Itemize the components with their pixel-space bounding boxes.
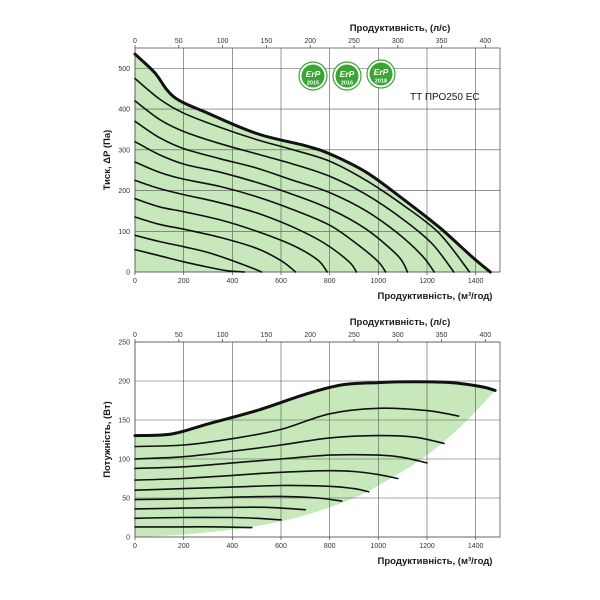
x-tick-label-bottom: 400 bbox=[226, 278, 238, 285]
series-line bbox=[134, 161, 387, 273]
series-line bbox=[134, 453, 428, 470]
model-label: TT ПРО250 EC bbox=[410, 92, 480, 103]
erp-badge-year: 2016 bbox=[341, 81, 353, 87]
x-axis-title-top: Продуктивність, (л/с) bbox=[350, 23, 451, 34]
series-line bbox=[134, 248, 246, 273]
x-tick-label-top: 0 bbox=[133, 332, 137, 339]
erp-badge-label: ErP bbox=[374, 67, 389, 77]
plot-frame bbox=[134, 47, 501, 273]
x-tick-label-bottom: 1000 bbox=[371, 543, 387, 550]
x-tick-label-top: 100 bbox=[217, 332, 229, 339]
x-tick-label-top: 200 bbox=[304, 332, 316, 339]
x-tick-label-bottom: 800 bbox=[324, 543, 336, 550]
y-axis-title: Потужність, (Вт) bbox=[102, 401, 113, 478]
x-tick-label-top: 350 bbox=[436, 38, 448, 45]
y-tick-label: 100 bbox=[118, 229, 130, 236]
y-tick-label: 150 bbox=[118, 418, 130, 425]
x-tick-label-bottom: 800 bbox=[324, 278, 336, 285]
x-tick-label-top: 0 bbox=[133, 38, 137, 45]
erp-badge-disc bbox=[369, 62, 393, 86]
y-tick-label: 200 bbox=[118, 379, 130, 386]
x-axis-title-bottom: Продуктивність, (м³/год) bbox=[378, 291, 493, 302]
y-tick-label: 100 bbox=[118, 457, 130, 464]
y-tick-label: 0 bbox=[126, 270, 130, 277]
x-tick-label-bottom: 600 bbox=[275, 278, 287, 285]
series-line bbox=[134, 484, 370, 493]
series-line bbox=[134, 495, 343, 502]
series-line bbox=[134, 407, 460, 448]
erp-badge: ErP 2018 bbox=[366, 59, 396, 89]
series-line bbox=[134, 77, 471, 273]
erp-badge: ErP 2015 bbox=[298, 61, 328, 91]
erp-badge-label: ErP bbox=[306, 69, 321, 79]
series-line bbox=[134, 100, 455, 273]
series-line bbox=[134, 179, 358, 273]
y-tick-label: 0 bbox=[126, 535, 130, 542]
erp-badge-year: 2015 bbox=[307, 81, 319, 87]
x-tick-label-top: 400 bbox=[480, 38, 492, 45]
x-tick-label-bottom: 1400 bbox=[468, 278, 484, 285]
x-tick-label-top: 250 bbox=[348, 38, 360, 45]
x-tick-label-bottom: 600 bbox=[275, 543, 287, 550]
x-tick-label-bottom: 1200 bbox=[419, 543, 435, 550]
x-tick-label-bottom: 1400 bbox=[468, 543, 484, 550]
x-axis-title-bottom: Продуктивність, (м³/год) bbox=[378, 556, 493, 567]
x-tick-label-top: 300 bbox=[392, 38, 404, 45]
y-tick-label: 50 bbox=[122, 496, 130, 503]
x-tick-label-top: 50 bbox=[175, 38, 183, 45]
y-tick-label: 250 bbox=[118, 340, 130, 347]
x-tick-label-top: 350 bbox=[436, 332, 448, 339]
x-tick-label-bottom: 200 bbox=[178, 278, 190, 285]
series-line bbox=[134, 469, 399, 481]
series-line bbox=[134, 526, 253, 529]
series-line bbox=[134, 234, 263, 273]
series-line bbox=[134, 506, 307, 511]
y-tick-label: 300 bbox=[118, 147, 130, 154]
series-line bbox=[134, 516, 282, 521]
x-tick-label-top: 50 bbox=[175, 332, 183, 339]
x-tick-label-top: 250 bbox=[348, 332, 360, 339]
y-tick-label: 500 bbox=[118, 66, 130, 73]
max-curve bbox=[133, 380, 497, 438]
x-axis-title-top: Продуктивність, (л/с) bbox=[350, 317, 451, 328]
x-tick-label-bottom: 200 bbox=[178, 543, 190, 550]
erp-badge-label: ErP bbox=[340, 69, 355, 79]
operating-area bbox=[135, 381, 496, 537]
curve-series bbox=[134, 407, 460, 529]
series-line bbox=[134, 434, 445, 460]
erp-badge-disc bbox=[335, 64, 359, 88]
plot-frame bbox=[134, 341, 501, 538]
x-tick-label-bottom: 1200 bbox=[419, 278, 435, 285]
x-tick-label-top: 150 bbox=[261, 332, 273, 339]
erp-badge-year: 2018 bbox=[375, 79, 387, 85]
series-line bbox=[134, 216, 297, 273]
series-line bbox=[134, 197, 328, 273]
y-tick-label: 400 bbox=[118, 107, 130, 114]
series-line bbox=[134, 120, 436, 273]
x-tick-label-top: 400 bbox=[480, 332, 492, 339]
x-tick-label-bottom: 1000 bbox=[371, 278, 387, 285]
x-tick-label-bottom: 0 bbox=[133, 543, 137, 550]
erp-badge-disc bbox=[301, 64, 325, 88]
series-line bbox=[134, 140, 409, 273]
x-tick-label-top: 100 bbox=[217, 38, 229, 45]
max-curve bbox=[133, 52, 492, 274]
x-tick-label-top: 150 bbox=[261, 38, 273, 45]
curve-series bbox=[134, 77, 471, 273]
x-tick-label-bottom: 0 bbox=[133, 278, 137, 285]
x-tick-label-top: 300 bbox=[392, 332, 404, 339]
y-tick-label: 200 bbox=[118, 188, 130, 195]
x-tick-label-bottom: 400 bbox=[226, 543, 238, 550]
y-axis-title: Тиск, ΔP (Па) bbox=[102, 130, 113, 191]
erp-badge: ErP 2016 bbox=[332, 61, 362, 91]
x-tick-label-top: 200 bbox=[304, 38, 316, 45]
